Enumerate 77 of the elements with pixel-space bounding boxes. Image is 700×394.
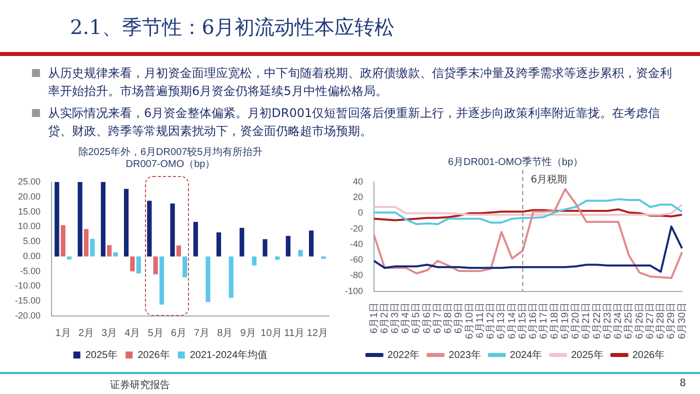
x-tick-label: 6月4日 [400,302,412,334]
x-tick-label: 7月 [194,328,210,339]
y-tick-label: -80 [350,270,364,280]
text: 从实际情况来看，6月资金整体偏紧。月初DR001仅短暂回落后便重新上行，并逐步向政策利率附近靠拢。在考虑信贷、财政、跨季等常规因素扰动下，资金面仍略超市场预期。 [48,104,673,140]
x-tick-label: 6月7日 [432,302,444,334]
y-tick-label: 15.00 [18,206,41,216]
legend-label: 2026年 [138,348,170,361]
x-tick-label: 6月8日 [443,302,454,334]
x-tick-label: 6月2日 [379,302,390,334]
legend-label: 2023年 [448,348,481,361]
legend-label: 2025年 [85,348,118,361]
x-tick-label: 6月29日 [666,302,678,340]
chart-subtitle: DR007-OMO（bp） [126,158,216,170]
y-tick-label: 40 [353,176,364,186]
y-tick-label: 0.00 [22,250,41,261]
y-tick-label: -20 [350,223,364,234]
x-tick-label: 6月23日 [602,302,614,340]
text: 8 [680,378,686,389]
x-tick-label: 6月3日 [390,302,402,334]
text: 2.1、季节性：6月初流动性本应转松 [70,14,395,41]
x-tick-label: 11月 [284,328,305,339]
x-tick-label: 6月9日 [454,302,465,334]
x-tick-label: 6月1日 [368,302,380,334]
legend-label: 2022年 [387,348,420,361]
x-tick-label: 6月13日 [496,302,508,340]
x-tick-label: 6月 [170,328,186,339]
ref-line-label: 6月税期 [530,174,568,186]
y-tick-label: -40 [350,238,364,249]
y-tick-label: -20.00 [14,310,41,320]
x-tick-label: 6月19日 [560,302,571,340]
y-tick-label: 0 [358,208,364,218]
x-tick-label: 6月6日 [422,302,433,334]
y-tick-label: -5.00 [20,266,41,276]
x-tick-label: 6月10日 [464,302,476,340]
legend-label: 2024年 [510,348,542,361]
x-tick-label: 5月 [148,328,164,339]
y-tick-label: 20.00 [18,191,41,202]
x-tick-label: 6月14日 [506,302,518,340]
x-tick-label: 6月22日 [592,302,603,340]
x-tick-label: 6月24日 [613,302,624,340]
x-tick-label: 6月28日 [656,302,667,340]
x-tick-label: 6月11日 [474,302,486,338]
x-tick-label: 6月25日 [624,302,635,340]
x-tick-label: 8月 [217,328,233,339]
y-tick-label: -15.00 [14,296,41,306]
x-tick-label: 6月26日 [634,302,646,340]
x-tick-label: 6月21日 [581,302,592,340]
y-tick-label: 5.00 [22,236,41,246]
x-tick-label: 6月15日 [517,302,528,340]
legend-label: 2026年 [632,348,665,361]
chart-title: 6月DR001-OMO季节性（bp） [448,156,584,168]
y-tick-label: -10.00 [14,280,41,291]
x-tick-label: 6月18日 [549,302,560,340]
y-tick-label: 10.00 [18,221,41,232]
x-tick-label: 1月 [55,328,71,339]
x-tick-label: 6月27日 [644,302,656,340]
x-tick-label: 6月17日 [538,302,550,340]
y-tick-label: 20 [353,192,364,202]
x-tick-label: 4月 [124,328,140,339]
y-tick-label: -100 [345,286,364,296]
y-tick-label: -60 [350,254,364,265]
x-tick-label: 9月 [240,328,256,339]
x-tick-label: 12月 [306,328,328,339]
x-tick-label: 6月20日 [570,302,582,340]
x-tick-label: 6月5日 [411,302,422,334]
x-tick-label: 6月16日 [528,302,540,340]
y-tick-label: 25.00 [18,176,41,186]
chart-title: 除2025年外，6月DR007较5月均有所抬升 [78,146,263,158]
x-tick-label: 6月30日 [676,302,688,340]
x-tick-label: 10月 [260,328,282,339]
legend-label: 2025年 [571,348,604,361]
x-tick-label: 3月 [102,328,118,339]
x-tick-label: 6月12日 [486,302,497,340]
text: 证券研究报告 [110,378,170,392]
legend-label: 2021-2024年均值 [190,348,268,361]
text: 从历史规律来看，月初资金面理应宽松，中下旬随着税期、政府债缴款、信贷季末冲量及跨季需求等逐步累积，资金利率开始抬升。市场普遍预期6月资金仍将延续5月中性偏松格局。 [48,64,673,100]
x-tick-label: 2月 [78,328,94,339]
